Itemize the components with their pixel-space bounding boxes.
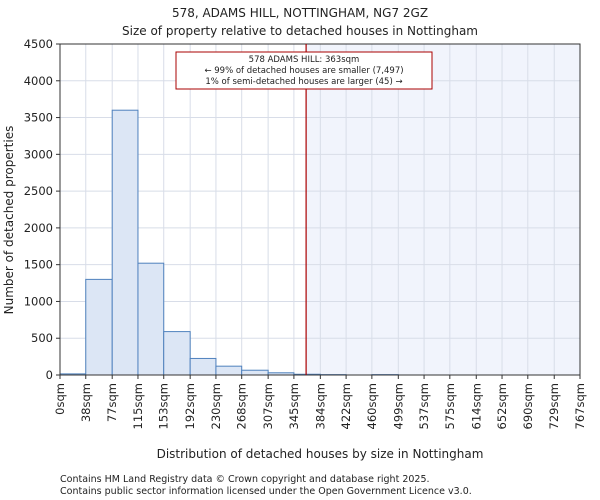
x-tick-label: 767sqm [573, 383, 587, 429]
chart-subtitle: Size of property relative to detached ho… [122, 24, 478, 38]
annotation-box: 578 ADAMS HILL: 363sqm ← 99% of detached… [175, 51, 433, 90]
footer-line-2: Contains public sector information licen… [60, 486, 472, 497]
histogram-bar [111, 109, 139, 376]
annotation-line-2: ← 99% of detached houses are smaller (7,… [204, 66, 403, 76]
y-tick-label: 3500 [24, 111, 53, 125]
y-tick-label: 500 [31, 331, 53, 345]
x-axis-label: Distribution of detached houses by size … [157, 447, 484, 461]
histogram-bar [85, 278, 113, 376]
y-tick-label: 1500 [24, 258, 53, 272]
x-tick-label: 614sqm [469, 383, 483, 429]
x-tick-label: 345sqm [287, 383, 301, 429]
x-tick-label: 499sqm [391, 383, 405, 429]
x-tick-label: 575sqm [443, 383, 457, 429]
x-tick-label: 690sqm [521, 383, 535, 429]
histogram-bar [189, 357, 217, 376]
annotation-line-1: 578 ADAMS HILL: 363sqm [249, 55, 360, 65]
y-tick-label: 1000 [24, 294, 53, 308]
x-tick-label: 0sqm [53, 383, 67, 415]
histogram-bar [137, 262, 165, 376]
y-tick-labels: 0 500 1000 1500 2000 2500 3000 3500 4000 4500 [24, 37, 60, 382]
x-tick-label: 192sqm [183, 383, 197, 429]
x-tick-label: 652sqm [495, 383, 509, 429]
x-tick-label: 230sqm [209, 383, 223, 429]
x-tick-label: 115sqm [131, 383, 145, 429]
chart-title: 578, ADAMS HILL, NOTTINGHAM, NG7 2GZ [172, 6, 428, 20]
x-tick-label: 307sqm [261, 383, 275, 429]
y-tick-label: 4000 [24, 74, 53, 88]
y-tick-label: 4500 [24, 37, 53, 51]
x-tick-label: 460sqm [365, 383, 379, 429]
x-tick-label: 38sqm [79, 383, 93, 422]
y-tick-label: 2500 [24, 184, 53, 198]
y-tick-label: 2000 [24, 221, 53, 235]
x-tick-label: 77sqm [105, 383, 119, 422]
annotation-frame [175, 51, 433, 90]
x-tick-label: 537sqm [417, 383, 431, 429]
y-tick-label: 0 [46, 368, 53, 382]
grid-lines [59, 43, 581, 376]
annotation-line-3: 1% of semi-detached houses are larger (4… [205, 77, 402, 87]
x-tick-label: 153sqm [157, 383, 171, 429]
x-tick-labels: 0sqm 38sqm 77sqm 115sqm 153sqm 192sqm 230sqm 26… [53, 375, 587, 429]
x-tick-label: 422sqm [339, 383, 353, 429]
bars [59, 109, 399, 376]
histogram-bar [241, 369, 269, 376]
y-axis-label: Number of detached properties [2, 126, 16, 315]
larger-region-shading [306, 44, 580, 375]
y-tick-label: 3000 [24, 147, 53, 161]
footer-line-1: Contains HM Land Registry data © Crown c… [60, 474, 430, 485]
x-tick-label: 384sqm [313, 383, 327, 429]
histogram-bar [215, 365, 243, 376]
histogram-bar [163, 331, 191, 376]
x-tick-label: 268sqm [235, 383, 249, 429]
x-tick-label: 729sqm [547, 383, 561, 429]
